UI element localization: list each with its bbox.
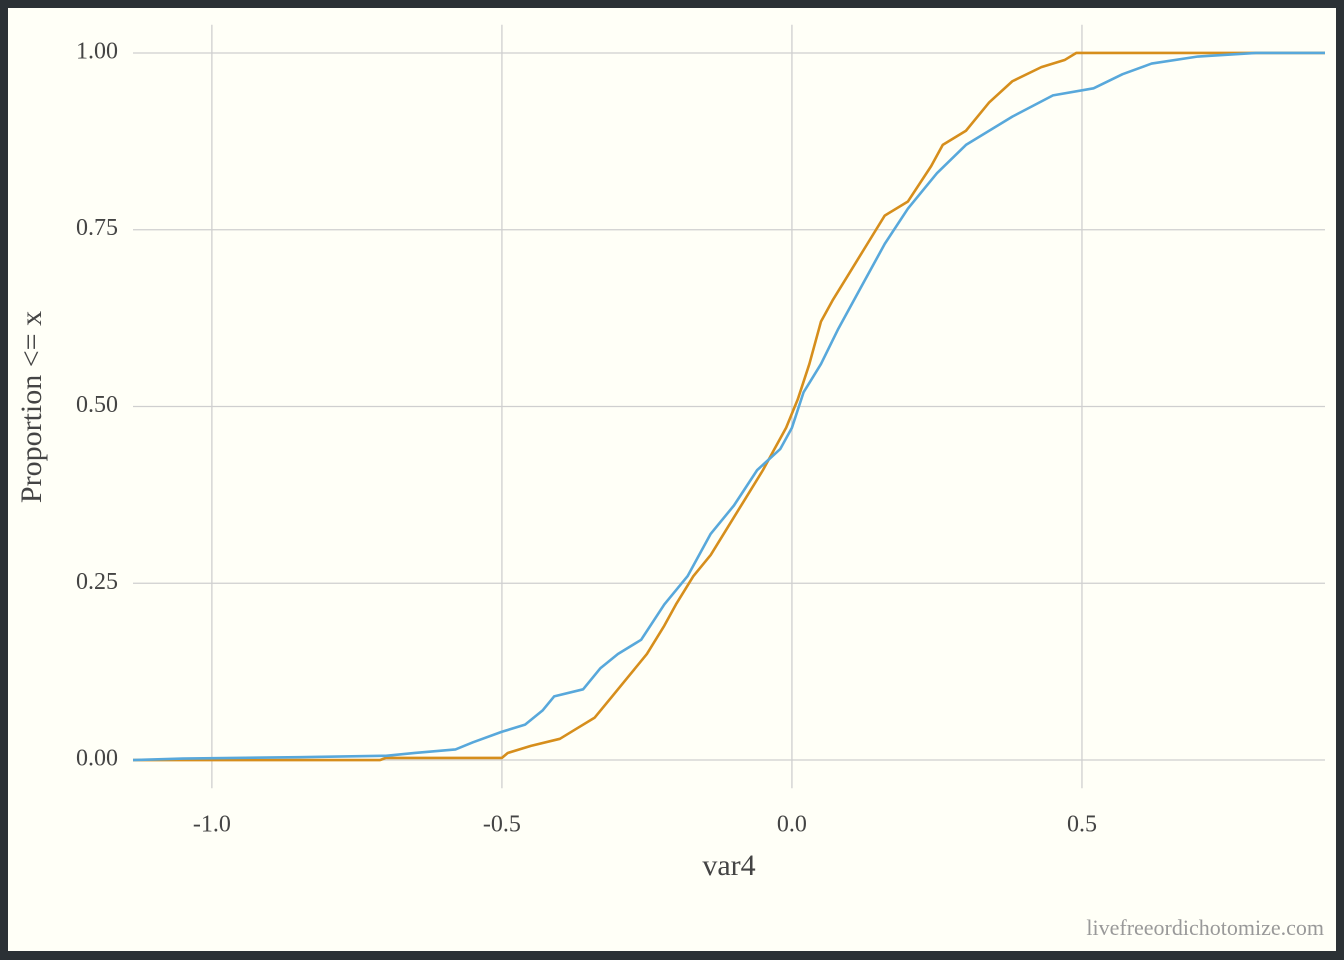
- x-axis-label: var4: [702, 849, 755, 882]
- ecdf-line: [132, 51, 1325, 762]
- y-tick-label: 0.50: [76, 392, 118, 418]
- x-tick-label: -1.0: [193, 812, 231, 838]
- y-tick-label: 0.75: [76, 215, 118, 241]
- caption: livefreeordichotomize.com: [1086, 915, 1324, 940]
- y-tick-label: 0.25: [76, 569, 118, 595]
- y-tick-label: 1.00: [76, 38, 118, 64]
- x-tick-label: 0.5: [1067, 812, 1097, 838]
- y-axis-label: Proportion <= x: [15, 311, 48, 503]
- x-tick-label: -0.5: [483, 812, 521, 838]
- y-tick-label: 0.00: [76, 746, 118, 772]
- background: [8, 8, 1336, 951]
- x-tick-label: 0.0: [777, 812, 807, 838]
